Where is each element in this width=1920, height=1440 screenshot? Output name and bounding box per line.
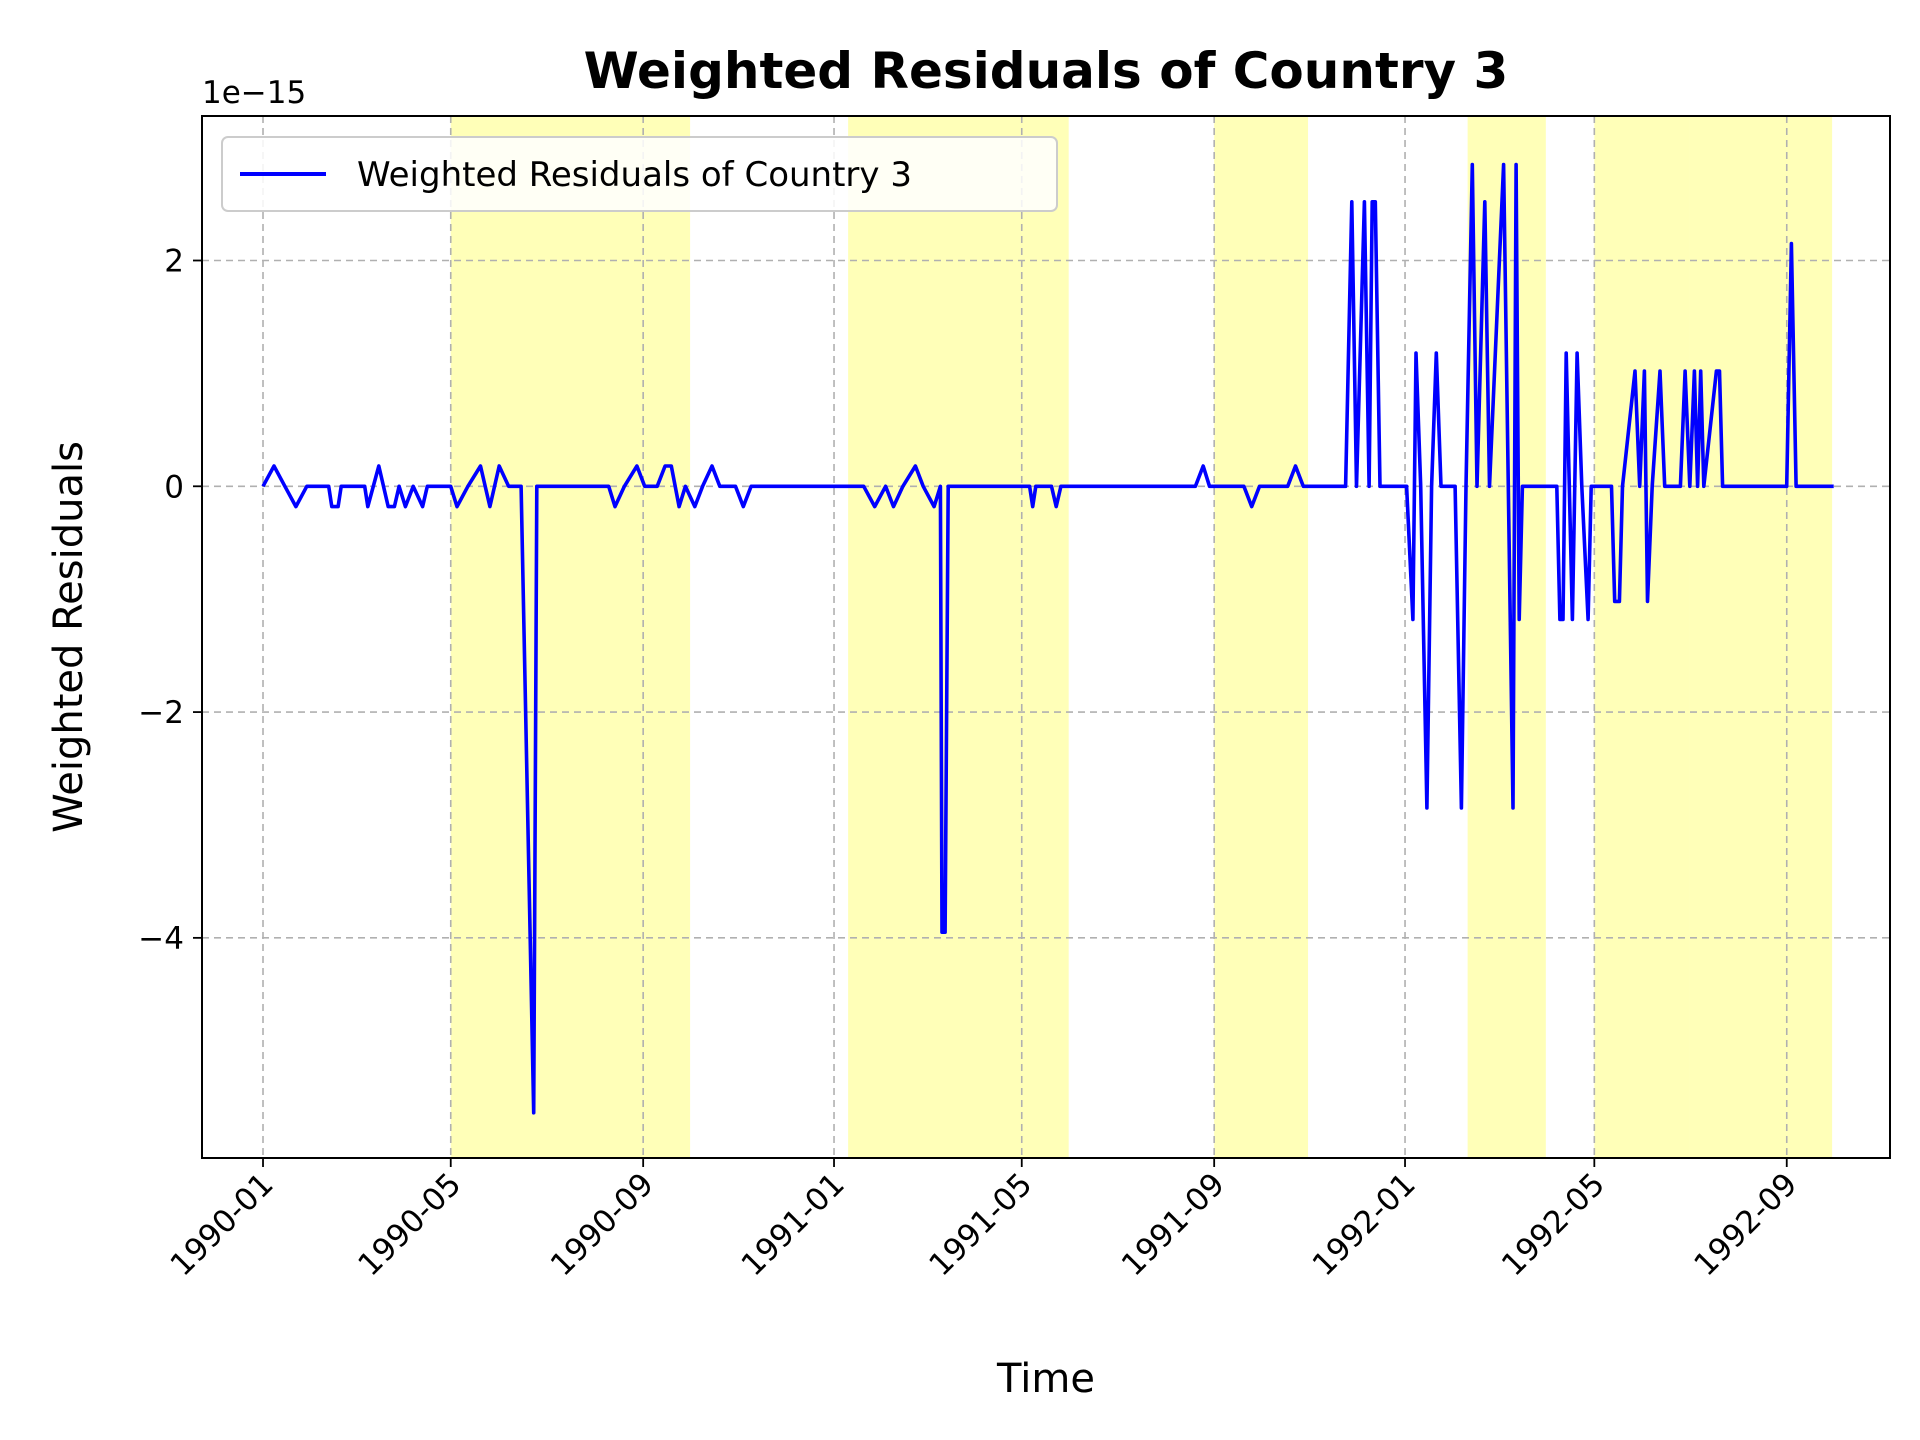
y-axis-label: Weighted Residuals — [46, 441, 92, 833]
legend-label: Weighted Residuals of Country 3 — [357, 155, 912, 195]
x-axis-label: Time — [996, 1356, 1095, 1402]
shaded-regions — [450, 116, 1833, 1158]
shaded-region-3 — [1214, 116, 1309, 1158]
y-tick-label-3: −2 — [138, 695, 184, 731]
shaded-region-5 — [1594, 116, 1690, 1158]
legend-box — [221, 136, 1058, 212]
y-scale-factor: 1e−15 — [202, 75, 306, 111]
shaded-region-2 — [848, 116, 1069, 1158]
y-tick-label-1: 2 — [164, 244, 184, 280]
y-tick-label-4: −4 — [138, 921, 184, 957]
grid-lines — [202, 116, 1890, 1158]
shaded-region-6 — [1689, 116, 1833, 1158]
plot-frame — [201, 115, 1891, 1159]
y-axis-ticks: 2 0 −2 −4 — [138, 244, 202, 957]
y-tick-label-2: 0 — [164, 469, 184, 505]
legend: Weighted Residuals of Country 3 — [221, 136, 1058, 212]
shaded-region-1 — [450, 116, 691, 1158]
series-layer — [261, 162, 1834, 1115]
series-line-1 — [261, 162, 1834, 1115]
chart-title: Weighted Residuals of Country 3 — [584, 42, 1509, 100]
